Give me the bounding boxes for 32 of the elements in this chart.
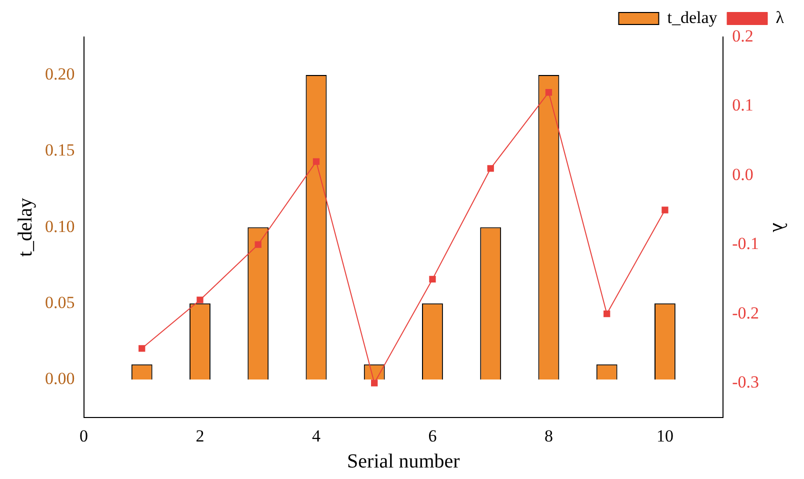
point xyxy=(196,296,204,304)
x-tick-label: 4 xyxy=(312,426,321,446)
y-tick-label: 0.05 xyxy=(45,292,75,312)
point xyxy=(662,206,668,214)
y2-tick-label: -0.2 xyxy=(732,303,760,322)
point xyxy=(545,89,552,96)
x-tick-label: 0 xyxy=(80,426,88,446)
y2-tick-label: 0.2 xyxy=(732,26,754,46)
y-tick-label: 0.10 xyxy=(45,216,75,236)
point xyxy=(429,276,436,283)
y2-tick-label: 0.0 xyxy=(732,164,754,184)
x-tick-label: 8 xyxy=(544,426,553,446)
point xyxy=(312,158,320,165)
y2-tick-label: -0.1 xyxy=(732,234,760,254)
point xyxy=(371,380,378,386)
x-axis-title: Serial number xyxy=(347,450,460,472)
y2-tick-label: -0.3 xyxy=(732,372,760,392)
y-tick-label: 0.20 xyxy=(45,64,75,84)
legend-label: t_delay xyxy=(667,8,718,27)
x-tick-label: 6 xyxy=(428,426,437,446)
y2-tick-label: 0.1 xyxy=(732,96,754,115)
point xyxy=(487,165,494,172)
x-tick-label: 2 xyxy=(196,426,204,446)
legend-label: λ xyxy=(776,8,785,27)
point xyxy=(254,241,262,248)
y-tick-label: 0.15 xyxy=(45,140,75,160)
point xyxy=(138,345,146,352)
y2-axis-title: λ xyxy=(768,222,790,232)
y-tick-label: 0.00 xyxy=(45,369,75,388)
y-axis-title: t_delay xyxy=(14,198,36,257)
x-tick-label: 10 xyxy=(656,426,674,446)
point xyxy=(604,310,610,318)
